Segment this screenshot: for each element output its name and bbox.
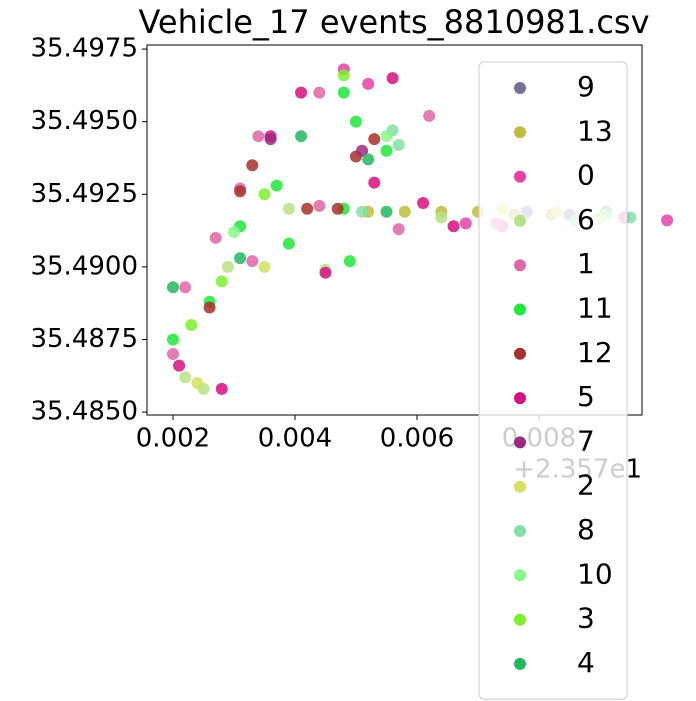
scatter-point (258, 188, 271, 201)
scatter-point (368, 133, 381, 146)
legend-label: 2 (577, 469, 595, 502)
y-tick-label: 35.4925 (30, 179, 138, 209)
legend-marker (514, 82, 526, 94)
legend-marker (514, 170, 526, 183)
scatter-point (313, 199, 326, 212)
scatter-point (337, 69, 350, 82)
scatter-point (166, 281, 179, 294)
scatter-point (435, 211, 448, 224)
scatter-point (380, 205, 393, 218)
legend-label: 3 (577, 602, 595, 635)
scatter-point (179, 371, 192, 384)
scatter-point (319, 266, 332, 279)
scatter-point (343, 255, 356, 268)
legend-marker (514, 525, 526, 537)
scatter-point (337, 86, 350, 99)
legend-marker (514, 613, 526, 626)
scatter-point (191, 377, 204, 390)
legend-label: 1 (577, 247, 595, 280)
scatter-point (380, 130, 393, 143)
y-tick-label: 35.4900 (30, 251, 138, 281)
scatter-point (209, 231, 222, 244)
scatter-point (246, 159, 259, 172)
scatter-point (270, 179, 283, 192)
scatter-point (661, 214, 674, 227)
scatter-point (392, 223, 405, 236)
legend-label: 10 (577, 557, 613, 590)
scatter-point (392, 138, 405, 151)
scatter-point (282, 202, 295, 215)
scatter-point (215, 275, 228, 288)
scatter-point (301, 202, 314, 215)
legend-marker (514, 347, 526, 360)
scatter-point (234, 185, 247, 198)
x-tick-label: 0.002 (136, 424, 210, 454)
legend-label: 4 (577, 646, 595, 679)
scatter-point (386, 72, 399, 85)
y-tick-label: 35.4950 (30, 106, 138, 136)
scatter-point (179, 281, 192, 294)
scatter-point (398, 205, 411, 218)
legend-label: 0 (577, 159, 595, 192)
x-tick-label: 0.004 (258, 424, 332, 454)
scatter-point (185, 318, 198, 331)
legend-marker (514, 214, 526, 227)
legend-marker (514, 569, 526, 582)
scatter-point (173, 359, 186, 372)
legend-label: 11 (577, 292, 613, 325)
legend-label: 8 (577, 513, 595, 546)
legend-label: 13 (577, 114, 613, 147)
legend-marker (514, 303, 526, 316)
scatter-point (331, 202, 344, 215)
x-tick-label: 0.006 (380, 424, 454, 454)
legend-marker (514, 480, 526, 493)
scatter-point (221, 260, 234, 273)
legend-marker (514, 657, 526, 670)
legend-label: 12 (577, 336, 613, 369)
y-tick-label: 35.4850 (30, 397, 138, 427)
scatter-point (349, 115, 362, 128)
chart-title: Vehicle_17 events_8810981.csv (138, 3, 649, 41)
scatter-point (252, 130, 265, 143)
scatter-point (258, 260, 271, 273)
legend-marker (514, 259, 526, 272)
scatter-point (282, 237, 295, 250)
scatter-point (356, 205, 369, 218)
scatter-point (362, 77, 375, 90)
y-tick-label: 35.4875 (30, 324, 138, 354)
y-tick-label: 35.4975 (30, 34, 138, 64)
scatter-point (423, 109, 436, 122)
legend-marker (514, 126, 526, 139)
scatter-point (417, 196, 430, 209)
scatter-point (234, 252, 247, 265)
scatter-point (295, 130, 308, 143)
scatter-point (447, 220, 460, 233)
scatter-point (215, 382, 228, 395)
scatter-point (246, 255, 259, 268)
legend-label: 6 (577, 203, 595, 236)
scatter-point (203, 301, 216, 314)
scatter-point (227, 226, 240, 239)
scatter-point (380, 144, 393, 157)
legend-marker (514, 436, 526, 449)
scatter-point (264, 133, 277, 146)
scatter-point (313, 86, 326, 99)
legend-label: 5 (577, 380, 595, 413)
scatter-point (166, 348, 179, 361)
scatter-point (459, 217, 472, 230)
scatter-point (368, 176, 381, 189)
legend-label: 7 (577, 424, 595, 457)
scatter-point (362, 153, 375, 166)
scatter-point (295, 86, 308, 99)
legend-box (478, 61, 628, 700)
scatter-point (356, 144, 369, 157)
legend-marker (514, 392, 526, 405)
scatter-point (166, 333, 179, 346)
legend-label: 9 (577, 70, 595, 103)
plot-frame (146, 44, 643, 416)
